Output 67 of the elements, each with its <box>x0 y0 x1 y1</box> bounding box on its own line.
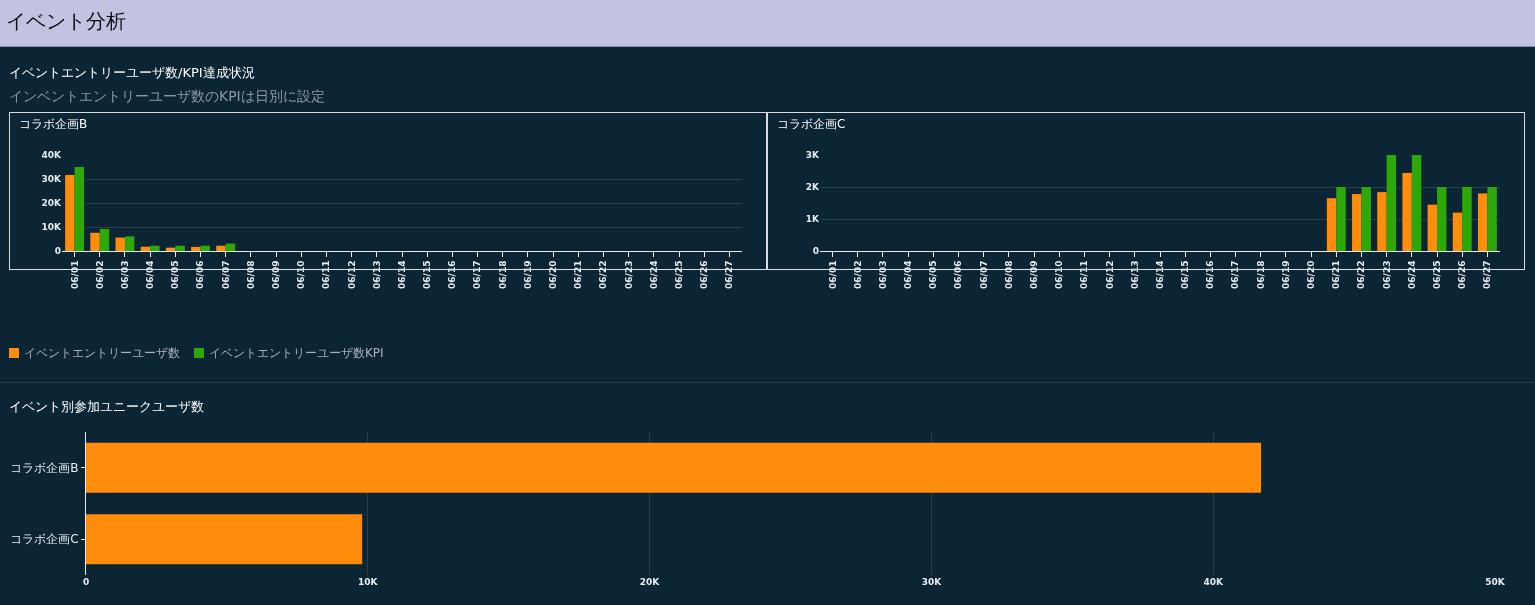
y-tick-label: 2K <box>805 182 821 193</box>
bar <box>200 245 210 251</box>
bar <box>1361 187 1371 251</box>
bar <box>1326 198 1337 251</box>
x-tick-label: 06/05 <box>928 260 939 289</box>
bar <box>1437 187 1447 251</box>
x-tick-label: 06/04 <box>903 260 914 289</box>
bar <box>115 237 125 251</box>
bar <box>74 167 85 251</box>
bar <box>1377 192 1387 251</box>
x-tick-label: 30K <box>921 577 943 587</box>
bar <box>1411 155 1422 251</box>
x-tick-label: 20K <box>639 577 661 587</box>
bar <box>1336 187 1346 251</box>
x-tick-label: 06/06 <box>195 260 206 289</box>
x-tick-label: 06/02 <box>852 260 863 289</box>
x-tick-label: 06/01 <box>827 260 838 289</box>
y-tick-label: 1K <box>805 214 821 225</box>
bar <box>1427 204 1438 251</box>
y-tick-label: 3K <box>805 150 821 161</box>
x-tick-label: 06/05 <box>170 260 181 289</box>
bar <box>1477 193 1488 251</box>
y-tick-label: 10K <box>41 222 63 233</box>
x-tick-label: 06/07 <box>978 260 989 289</box>
y-tick-label: 0 <box>54 246 61 257</box>
x-tick-label: 50K <box>1485 577 1506 587</box>
y-tick-label: 30K <box>41 174 63 185</box>
x-tick-label: 06/08 <box>1003 260 1014 289</box>
bar <box>175 245 185 251</box>
y-tick-label: コラボ企画B <box>10 460 79 475</box>
bar <box>1402 172 1412 251</box>
bar <box>124 236 135 251</box>
x-tick-label: 06/02 <box>94 260 105 289</box>
legend-label: イベントエントリーユーザ数 <box>24 346 180 360</box>
bar <box>150 245 160 251</box>
legend-label: イベントエントリーユーザ数KPI <box>209 346 384 360</box>
bar <box>1462 187 1472 251</box>
x-tick-label: 06/08 <box>245 260 256 289</box>
bar <box>1352 194 1362 251</box>
bar <box>191 246 201 251</box>
y-tick-label: 40K <box>41 150 63 161</box>
x-tick-label: 0 <box>82 577 90 587</box>
bar <box>216 245 226 251</box>
bar <box>1386 155 1397 251</box>
text: イベント分析 <box>6 8 126 35</box>
x-tick-label: 40K <box>1203 577 1224 587</box>
bar <box>225 243 236 251</box>
x-tick-label: 06/01 <box>69 260 80 289</box>
x-tick-label: 10K <box>358 577 379 587</box>
x-tick-label: 06/03 <box>877 260 888 289</box>
x-tick-label: 06/07 <box>220 260 231 289</box>
y-tick-label: 0 <box>812 246 819 257</box>
x-tick-label: 06/06 <box>953 260 964 289</box>
y-tick-label: コラボ企画C <box>10 532 79 547</box>
bar <box>1452 212 1463 251</box>
x-tick-label: 06/09 <box>1028 260 1039 289</box>
bar <box>90 232 100 251</box>
chart-title: イベント別参加ユニークユーザ数 <box>9 399 204 415</box>
bar <box>1487 187 1497 251</box>
x-tick-label: 06/03 <box>119 260 130 289</box>
x-tick-label: 06/09 <box>270 260 281 289</box>
x-tick-label: 06/04 <box>145 260 156 289</box>
bar <box>99 228 110 251</box>
y-tick-label: 20K <box>41 198 63 209</box>
text: イベントエントリーユーザ数/KPI達成状況 <box>9 64 255 82</box>
text: インベントエントリーユーザ数のKPIは日別に設定 <box>9 88 325 106</box>
bar <box>65 174 75 251</box>
